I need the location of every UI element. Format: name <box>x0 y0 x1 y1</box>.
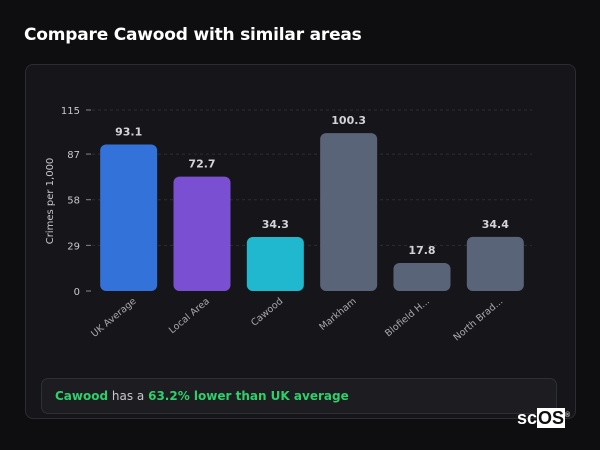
logo-text-b: OS <box>537 408 566 428</box>
y-tick-label: 115 <box>61 106 80 117</box>
y-tick-label: 29 <box>67 241 80 252</box>
value-label: 100.3 <box>331 114 366 127</box>
summary-area: Cawood <box>55 389 109 403</box>
summary-highlight: 63.2% lower than UK average <box>148 389 349 403</box>
value-label: 72.7 <box>188 158 215 171</box>
bar <box>100 144 158 291</box>
value-label: 17.8 <box>408 244 435 257</box>
bar <box>173 176 231 291</box>
y-tick-label: 0 <box>74 287 80 298</box>
y-tick-label: 58 <box>67 196 80 207</box>
x-tick-label: Local Area <box>167 296 212 336</box>
value-label: 34.4 <box>482 218 509 231</box>
summary-box: Cawood has a 63.2% lower than UK average <box>41 378 557 414</box>
summary-text: has a <box>108 389 149 403</box>
bar <box>320 133 378 291</box>
value-label: 34.3 <box>262 218 289 231</box>
y-tick-label: 87 <box>67 150 80 161</box>
logo-mark: ® <box>565 412 571 419</box>
scos-logo: scOS® <box>517 408 570 429</box>
bar <box>393 262 451 291</box>
value-label: 93.1 <box>115 125 142 138</box>
bar <box>466 236 524 291</box>
x-tick-label: North Brad... <box>452 296 506 344</box>
x-tick-label: UK Average <box>89 296 138 340</box>
bar <box>246 237 304 291</box>
page-title: Compare Cawood with similar areas <box>24 25 362 45</box>
logo-text-a: sc <box>517 408 538 428</box>
x-tick-label: Markham <box>317 296 358 333</box>
x-tick-label: Blofield H... <box>383 296 432 339</box>
x-tick-label: Cawood <box>249 296 285 329</box>
y-axis-label: Crimes per 1,000 <box>45 158 56 245</box>
